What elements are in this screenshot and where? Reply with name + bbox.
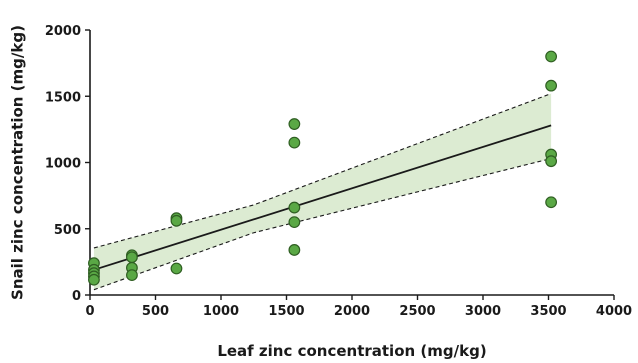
y-tick-label: 2000 xyxy=(45,24,81,39)
data-points xyxy=(88,50,558,286)
data-point xyxy=(126,251,138,264)
x-tick-label: 1500 xyxy=(268,304,304,319)
data-point xyxy=(170,214,183,227)
data-point xyxy=(545,50,558,63)
fit-line-layer xyxy=(93,124,552,271)
data-point xyxy=(545,79,558,92)
data-point xyxy=(88,273,100,286)
x-tick-label: 3000 xyxy=(465,304,501,319)
confidence-lower-bound xyxy=(93,157,552,291)
confidence-band-layer xyxy=(93,93,552,291)
x-tick-label: 2500 xyxy=(399,304,435,319)
y-axis-title: Snail zinc concentration (mg/kg) xyxy=(9,25,27,300)
y-tick-label: 1500 xyxy=(45,90,81,105)
regression-line xyxy=(93,124,552,271)
data-point xyxy=(288,136,301,149)
data-point xyxy=(288,216,301,229)
axes: 0 500 1000 1500 2000 2500 3000 3500 4000 0 500 1000… xyxy=(45,24,632,319)
data-point xyxy=(288,118,301,130)
x-tick-label: 3500 xyxy=(530,304,566,319)
data-point xyxy=(545,196,558,209)
data-point xyxy=(288,201,301,214)
x-tick-label: 1000 xyxy=(203,304,239,319)
x-tick-label: 500 xyxy=(142,304,169,319)
x-tick-label: 4000 xyxy=(596,304,632,319)
y-tick-label: 1000 xyxy=(45,157,81,172)
y-tick-label: 500 xyxy=(54,223,81,238)
data-point xyxy=(126,269,138,282)
x-tick-label: 0 xyxy=(85,304,94,319)
y-tick-label: 0 xyxy=(72,289,81,304)
x-axis-title: Leaf zinc concentration (mg/kg) xyxy=(217,342,486,360)
data-point xyxy=(170,262,183,275)
data-point xyxy=(288,244,301,256)
x-tick-label: 2000 xyxy=(334,304,370,319)
confidence-band xyxy=(93,93,552,290)
data-point xyxy=(545,155,558,168)
